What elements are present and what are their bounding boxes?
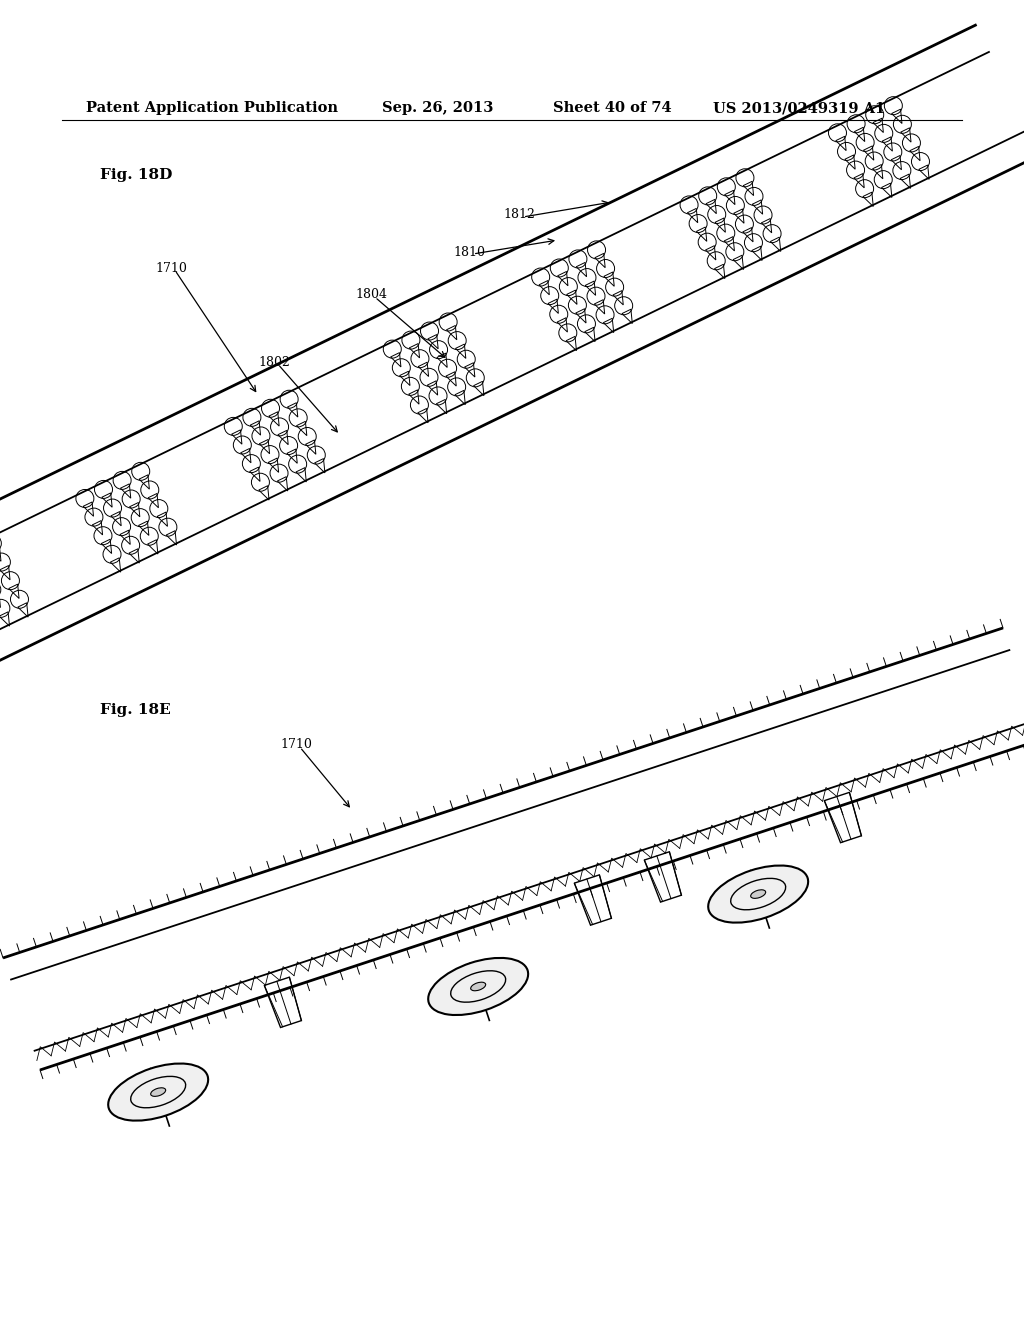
Text: Fig. 18E: Fig. 18E <box>100 704 171 717</box>
Text: 1812: 1812 <box>503 209 535 222</box>
Text: 1710: 1710 <box>155 261 186 275</box>
Text: US 2013/0249319 A1: US 2013/0249319 A1 <box>713 102 886 115</box>
Text: 1802: 1802 <box>258 355 290 368</box>
Text: Sheet 40 of 74: Sheet 40 of 74 <box>553 102 672 115</box>
Text: 1810: 1810 <box>453 246 485 259</box>
Ellipse shape <box>151 1088 166 1097</box>
Text: Fig. 18D: Fig. 18D <box>100 168 172 182</box>
Text: 1710: 1710 <box>280 738 312 751</box>
Text: Patent Application Publication: Patent Application Publication <box>86 102 338 115</box>
Text: Sep. 26, 2013: Sep. 26, 2013 <box>382 102 494 115</box>
Text: 1804: 1804 <box>355 289 387 301</box>
Ellipse shape <box>109 1064 208 1121</box>
Ellipse shape <box>471 982 485 991</box>
Ellipse shape <box>751 890 766 899</box>
Ellipse shape <box>709 866 808 923</box>
Ellipse shape <box>428 958 528 1015</box>
